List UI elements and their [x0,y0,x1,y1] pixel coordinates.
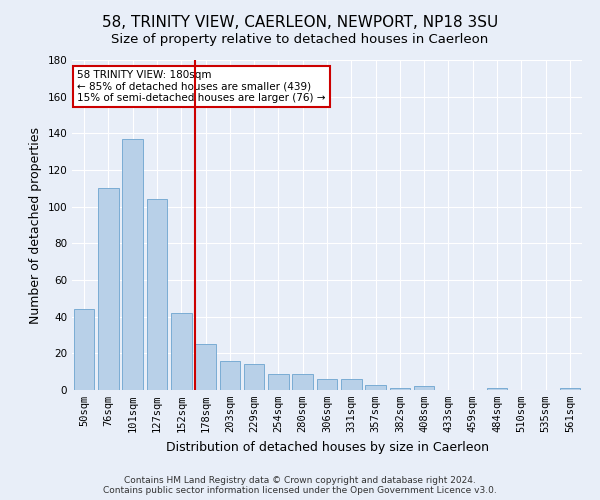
X-axis label: Distribution of detached houses by size in Caerleon: Distribution of detached houses by size … [166,440,488,454]
Bar [146,200,167,390]
Bar [292,374,313,390]
Bar [195,344,216,390]
Text: 58 TRINITY VIEW: 180sqm
← 85% of detached houses are smaller (439)
15% of semi-d: 58 TRINITY VIEW: 180sqm ← 85% of detache… [77,70,326,103]
Bar [414,386,434,390]
Bar [560,388,580,390]
Bar [122,139,143,390]
Bar [389,388,410,390]
Text: Contains HM Land Registry data © Crown copyright and database right 2024.
Contai: Contains HM Land Registry data © Crown c… [103,476,497,495]
Bar [244,364,265,390]
Bar [98,188,119,390]
Bar [268,374,289,390]
Bar [365,384,386,390]
Bar [317,379,337,390]
Text: 58, TRINITY VIEW, CAERLEON, NEWPORT, NP18 3SU: 58, TRINITY VIEW, CAERLEON, NEWPORT, NP1… [102,15,498,30]
Bar [341,379,362,390]
Y-axis label: Number of detached properties: Number of detached properties [29,126,42,324]
Bar [74,310,94,390]
Text: Size of property relative to detached houses in Caerleon: Size of property relative to detached ho… [112,32,488,46]
Bar [171,313,191,390]
Bar [487,388,508,390]
Bar [220,360,240,390]
